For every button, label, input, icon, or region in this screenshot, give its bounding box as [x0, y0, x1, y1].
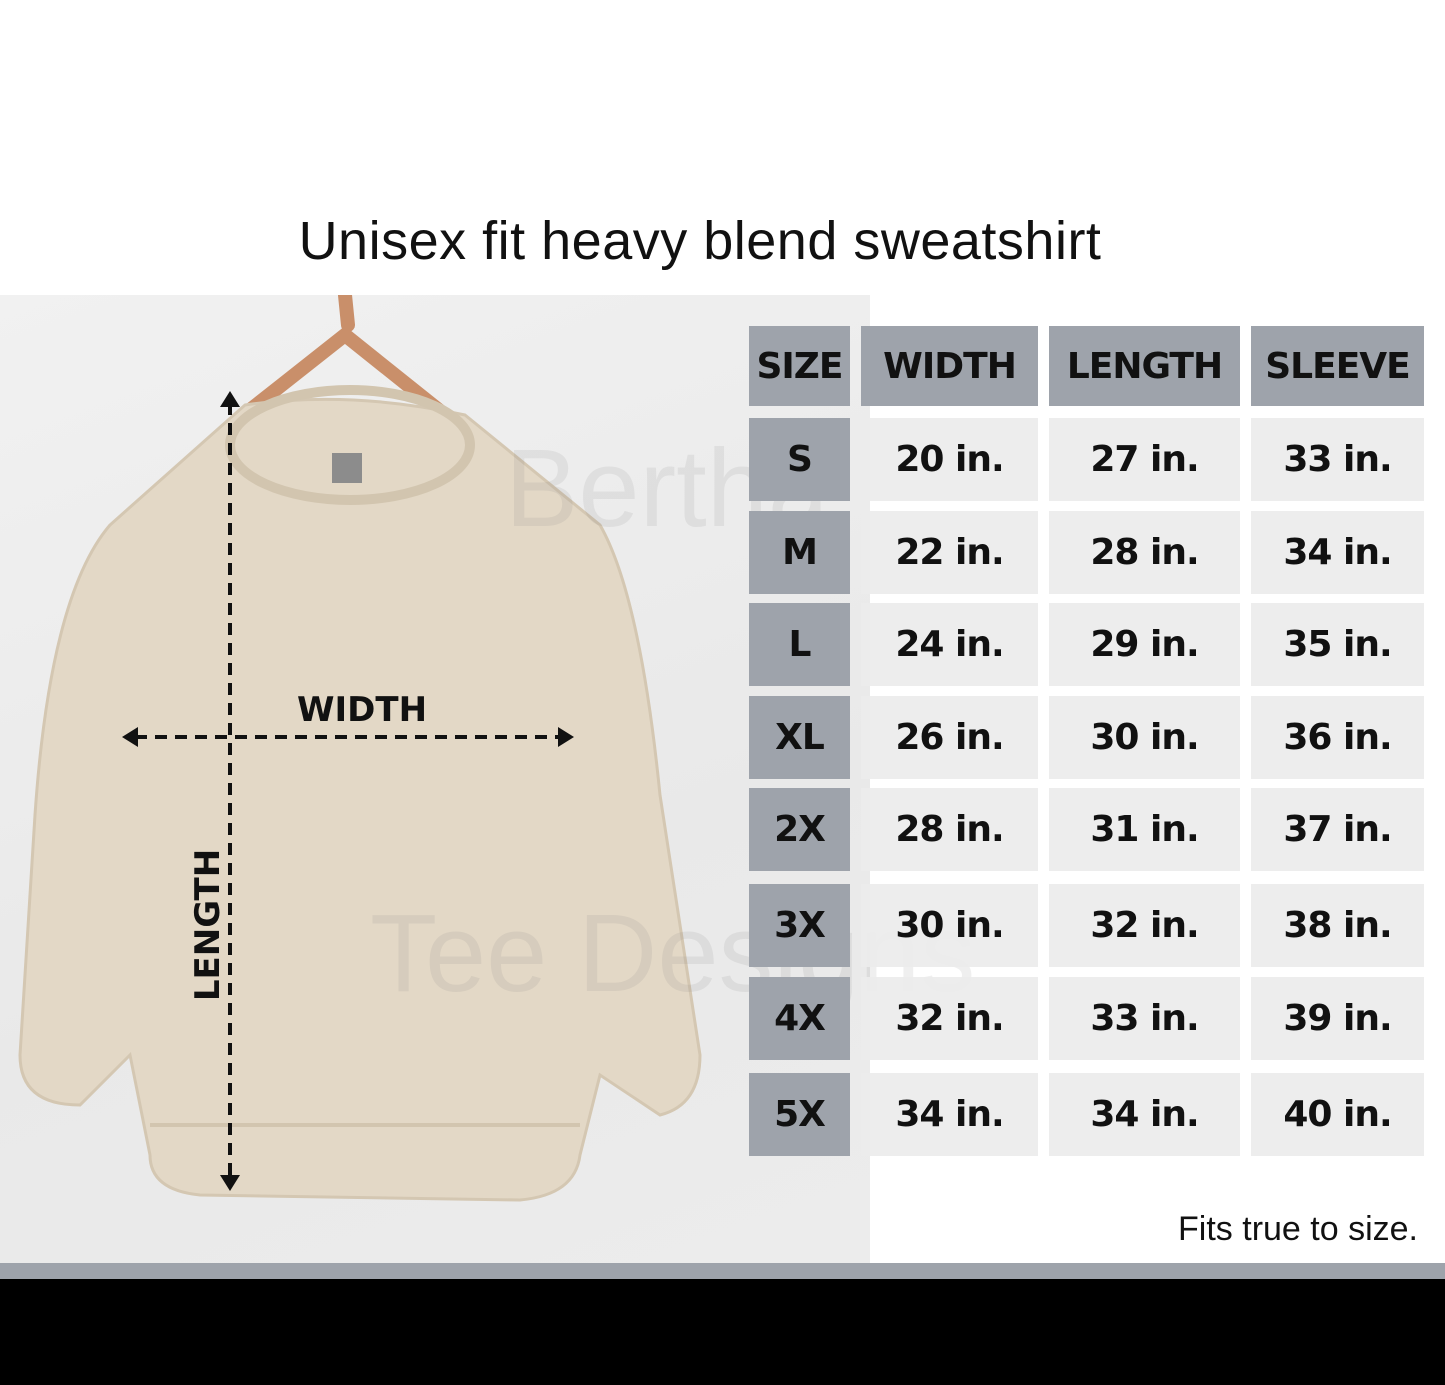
sweatshirt-illustration [18, 295, 702, 1202]
page-title: Unisex fit heavy blend sweatshirt [298, 211, 1102, 271]
sweatshirt-body [18, 397, 702, 1202]
width-cell: 28 in. [861, 788, 1038, 871]
length-cell: 31 in. [1049, 788, 1240, 871]
size-cell: 5X [749, 1073, 850, 1156]
length-cell: 34 in. [1049, 1073, 1240, 1156]
width-cell: 34 in. [861, 1073, 1038, 1156]
length-cell: 29 in. [1049, 603, 1240, 686]
size-cell: S [749, 418, 850, 501]
size-cell: 4X [749, 977, 850, 1060]
garment-tag [332, 453, 362, 483]
width-cell: 26 in. [861, 696, 1038, 779]
footer-bar [0, 1263, 1445, 1279]
size-cell: L [749, 603, 850, 686]
header-length: LENGTH [1049, 326, 1240, 406]
sleeve-cell: 36 in. [1251, 696, 1424, 779]
size-cell: M [749, 511, 850, 594]
sleeve-cell: 39 in. [1251, 977, 1424, 1060]
length-label: LENGTH [188, 848, 228, 1002]
sleeve-cell: 34 in. [1251, 511, 1424, 594]
width-label: WIDTH [297, 690, 428, 730]
length-cell: 28 in. [1049, 511, 1240, 594]
black-band [0, 1279, 1445, 1385]
width-cell: 20 in. [861, 418, 1038, 501]
hanger-icon [243, 295, 452, 422]
size-cell: XL [749, 696, 850, 779]
size-cell: 3X [749, 884, 850, 967]
header-size: SIZE [749, 326, 850, 406]
sleeve-cell: 35 in. [1251, 603, 1424, 686]
width-cell: 24 in. [861, 603, 1038, 686]
length-cell: 32 in. [1049, 884, 1240, 967]
sweatshirt-photo: WIDTH LENGTH [0, 295, 870, 1263]
header-sleeve: SLEEVE [1251, 326, 1424, 406]
sleeve-cell: 33 in. [1251, 418, 1424, 501]
header-width: WIDTH [861, 326, 1038, 406]
sleeve-cell: 38 in. [1251, 884, 1424, 967]
length-cell: 33 in. [1049, 977, 1240, 1060]
sleeve-cell: 37 in. [1251, 788, 1424, 871]
length-cell: 27 in. [1049, 418, 1240, 501]
width-cell: 32 in. [861, 977, 1038, 1060]
length-cell: 30 in. [1049, 696, 1240, 779]
sleeve-cell: 40 in. [1251, 1073, 1424, 1156]
fit-note: Fits true to size. [1178, 1210, 1418, 1248]
width-cell: 30 in. [861, 884, 1038, 967]
width-cell: 22 in. [861, 511, 1038, 594]
size-cell: 2X [749, 788, 850, 871]
